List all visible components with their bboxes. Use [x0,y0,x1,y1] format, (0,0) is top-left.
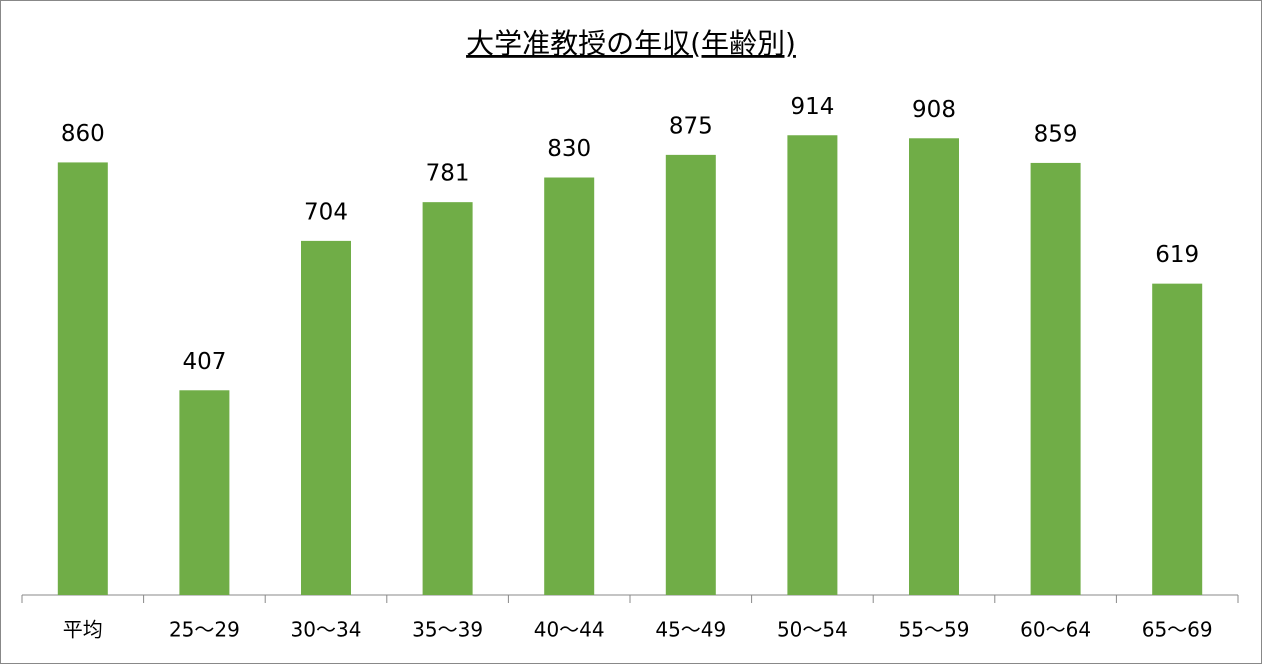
bar [1152,283,1203,595]
x-tick-label: 30〜34 [291,618,362,642]
bar [665,154,716,595]
bar [301,240,351,595]
data-label: 908 [912,97,956,123]
x-tick-label: 平均 [63,618,103,642]
chart-title: 大学准教授の年収(年齢別) [466,27,796,60]
bar [787,135,838,595]
data-label: 914 [790,94,834,120]
bar [179,390,230,595]
bar [544,177,595,595]
bar [57,162,108,596]
x-tick-label: 65〜69 [1142,618,1213,642]
data-label: 859 [1034,121,1078,147]
data-label: 830 [547,136,591,162]
x-tick-label: 50〜54 [777,618,848,642]
data-label: 781 [426,161,470,187]
data-label: 875 [669,113,713,139]
data-label: 704 [304,199,348,225]
bar [909,138,959,595]
x-tick-label: 60〜64 [1020,618,1091,642]
bar [422,202,473,596]
x-tick-label: 55〜59 [899,618,970,642]
x-tick-label: 35〜39 [412,618,483,642]
data-label: 407 [182,349,226,375]
bar [1030,162,1081,595]
x-tick-label: 45〜49 [655,618,726,642]
data-label: 860 [61,121,105,147]
x-tick-label: 40〜44 [534,618,605,642]
x-tick-label: 25〜29 [169,618,240,642]
data-label: 619 [1155,242,1199,268]
